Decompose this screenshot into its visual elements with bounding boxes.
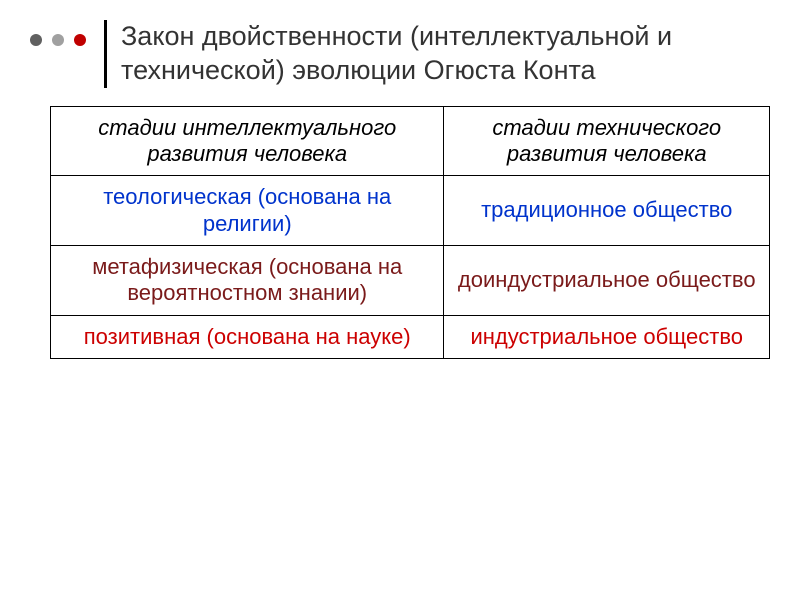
bullet-dot-1 [30,34,42,46]
cell-intellectual-stage-1: теологическая (основана на религии) [51,176,444,246]
title-block: Закон двойственности (интеллектуальной и… [104,20,760,88]
slide: Закон двойственности (интеллектуальной и… [0,0,800,600]
header-row: Закон двойственности (интеллектуальной и… [30,20,760,88]
cell-intellectual-stage-2: метафизическая (основана на вероятностно… [51,246,444,316]
table-row: позитивная (основана на науке) индустриа… [51,315,770,358]
column-header-intellectual: стадии интеллектуального развития челове… [51,106,444,176]
cell-technical-stage-1: традиционное общество [444,176,770,246]
comparison-table: стадии интеллектуального развития челове… [50,106,770,360]
table-row: метафизическая (основана на вероятностно… [51,246,770,316]
cell-technical-stage-3: индустриальное общество [444,315,770,358]
table-header-row: стадии интеллектуального развития челове… [51,106,770,176]
cell-intellectual-stage-3: позитивная (основана на науке) [51,315,444,358]
cell-technical-stage-2: доиндустриальное общество [444,246,770,316]
title-bullets [30,34,86,46]
bullet-dot-2 [52,34,64,46]
table-row: теологическая (основана на религии) трад… [51,176,770,246]
column-header-technical: стадии технического развития человека [444,106,770,176]
bullet-dot-3 [74,34,86,46]
slide-title: Закон двойственности (интеллектуальной и… [121,20,760,88]
